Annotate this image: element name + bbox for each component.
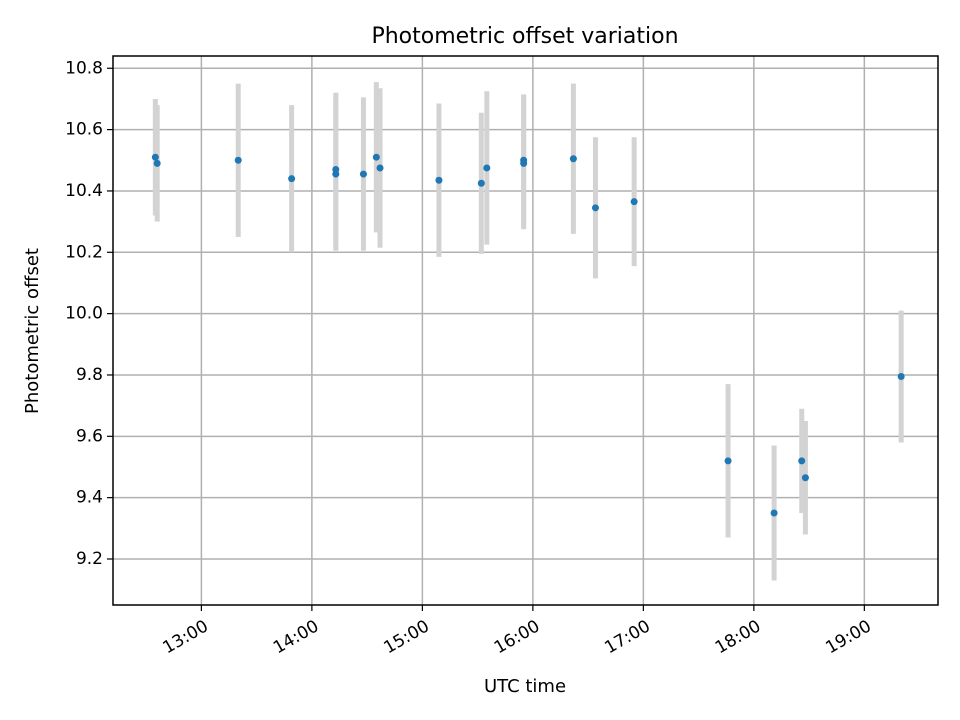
y-tick-label: 10.4	[65, 181, 103, 201]
y-tick-label: 9.6	[76, 426, 103, 446]
y-tick-label: 9.4	[76, 488, 103, 508]
data-point-layer	[151, 153, 905, 517]
data-point	[477, 179, 485, 187]
data-point	[520, 159, 528, 167]
y-tick-label: 9.8	[76, 365, 103, 385]
data-point	[376, 164, 384, 172]
y-tick-label: 10.2	[65, 242, 103, 262]
data-point	[288, 175, 296, 183]
data-point	[630, 198, 638, 206]
data-point	[153, 159, 161, 167]
data-point	[798, 457, 806, 465]
y-axis-label: Photometric offset	[22, 248, 43, 414]
data-point	[483, 164, 491, 172]
data-point	[724, 457, 732, 465]
data-point	[897, 373, 905, 381]
y-tick-label: 10.8	[65, 58, 103, 78]
data-point	[234, 156, 242, 164]
data-point	[359, 170, 367, 178]
data-point	[151, 153, 159, 161]
chart-title: Photometric offset variation	[371, 24, 678, 49]
y-tick-label: 10.6	[65, 120, 103, 140]
y-tick-label: 9.2	[76, 549, 103, 569]
x-axis-label: UTC time	[484, 676, 566, 697]
plot-area-frame	[112, 55, 939, 606]
data-point	[435, 176, 443, 184]
data-point	[770, 509, 778, 517]
y-tick-label: 10.0	[65, 304, 103, 324]
data-point	[801, 474, 809, 482]
data-point	[591, 204, 599, 212]
data-point	[569, 155, 577, 163]
data-point	[372, 153, 380, 161]
data-point	[332, 170, 340, 178]
